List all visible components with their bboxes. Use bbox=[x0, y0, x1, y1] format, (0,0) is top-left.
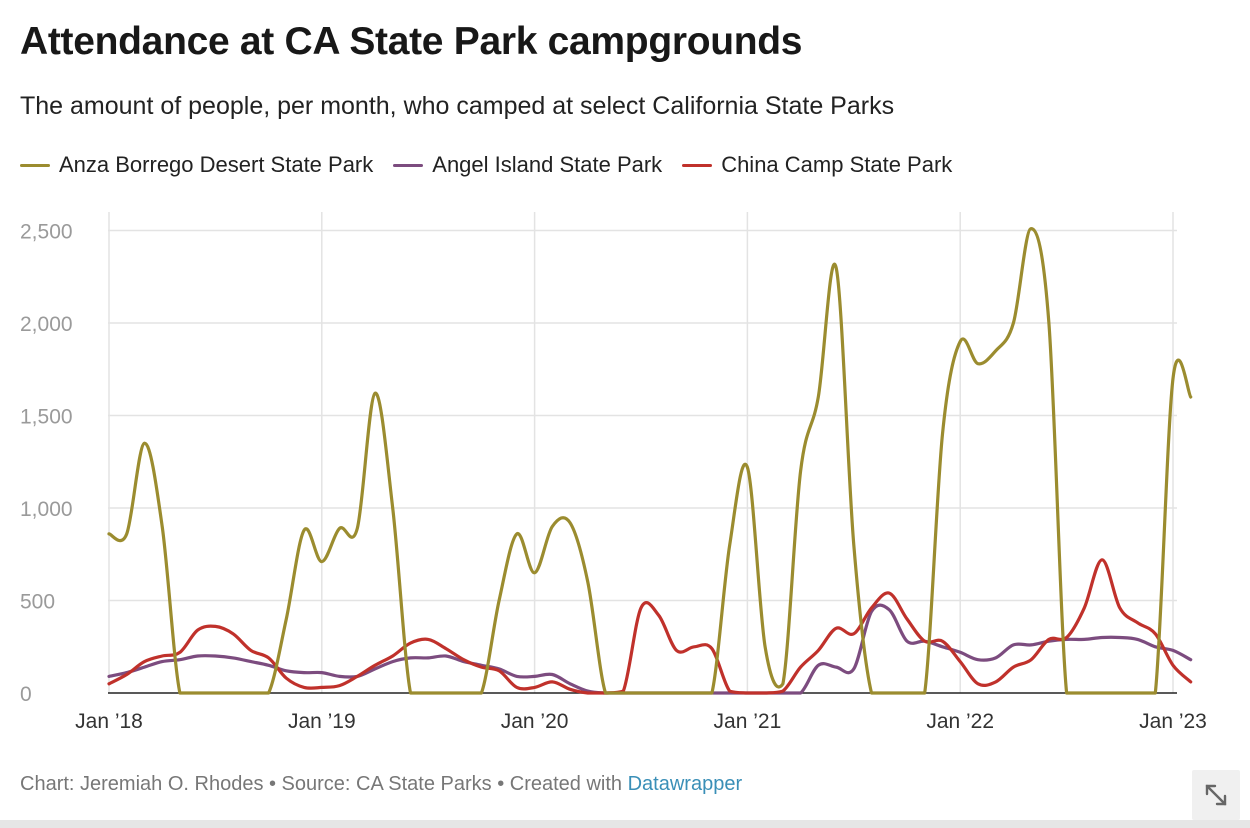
expand-arrows-icon bbox=[1205, 784, 1227, 806]
legend-label-angel-island: Angel Island State Park bbox=[432, 152, 663, 177]
chart-legend: Anza Borrego Desert State Park Angel Isl… bbox=[20, 152, 952, 178]
chart-footer: Chart: Jeremiah O. Rhodes • Source: CA S… bbox=[20, 773, 742, 796]
series-line-anza-borrego bbox=[107, 227, 1193, 695]
x-tick-label: Jan ’23 bbox=[1139, 710, 1207, 733]
x-tick-label: Jan ’19 bbox=[288, 710, 356, 733]
x-tick-label: Jan ’21 bbox=[714, 710, 782, 733]
series-line-china-camp bbox=[107, 558, 1193, 695]
y-tick-label: 0 bbox=[20, 683, 32, 706]
datawrapper-link[interactable]: Datawrapper bbox=[627, 773, 743, 795]
legend-item-angel-island: Angel Island State Park bbox=[393, 152, 662, 178]
y-tick-label: 1,500 bbox=[20, 406, 73, 429]
legend-swatch-angel-island bbox=[393, 163, 424, 167]
legend-swatch-anza-borrego bbox=[20, 163, 50, 167]
y-tick-label: 2,000 bbox=[20, 313, 73, 336]
legend-label-china-camp: China Camp State Park bbox=[721, 152, 953, 177]
chart-subtitle: The amount of people, per month, who cam… bbox=[20, 92, 895, 120]
x-tick-label: Jan ’18 bbox=[75, 710, 143, 733]
legend-item-china-camp: China Camp State Park bbox=[682, 152, 952, 178]
y-tick-label: 500 bbox=[20, 591, 55, 614]
expand-button[interactable] bbox=[1192, 770, 1240, 820]
x-tick-label: Jan ’22 bbox=[926, 710, 994, 733]
chart-title: Attendance at CA State Park campgrounds bbox=[20, 20, 803, 63]
legend-swatch-china-camp bbox=[682, 163, 713, 167]
x-tick-label: Jan ’20 bbox=[501, 710, 569, 733]
legend-label-anza-borrego: Anza Borrego Desert State Park bbox=[59, 152, 374, 177]
series-line-angel-island bbox=[107, 603, 1193, 695]
footer-credit: Chart: Jeremiah O. Rhodes • Source: CA S… bbox=[20, 773, 628, 795]
bottom-scrollbar bbox=[0, 820, 1250, 828]
y-tick-label: 2,500 bbox=[20, 221, 73, 244]
line-chart: 0 500 1,000 1,500 2,000 2,500 Jan ’18 Jan ’19 Ja… bbox=[20, 212, 1207, 733]
legend-item-anza-borrego: Anza Borrego Desert State Park bbox=[20, 152, 373, 178]
y-tick-label: 1,000 bbox=[20, 498, 73, 521]
